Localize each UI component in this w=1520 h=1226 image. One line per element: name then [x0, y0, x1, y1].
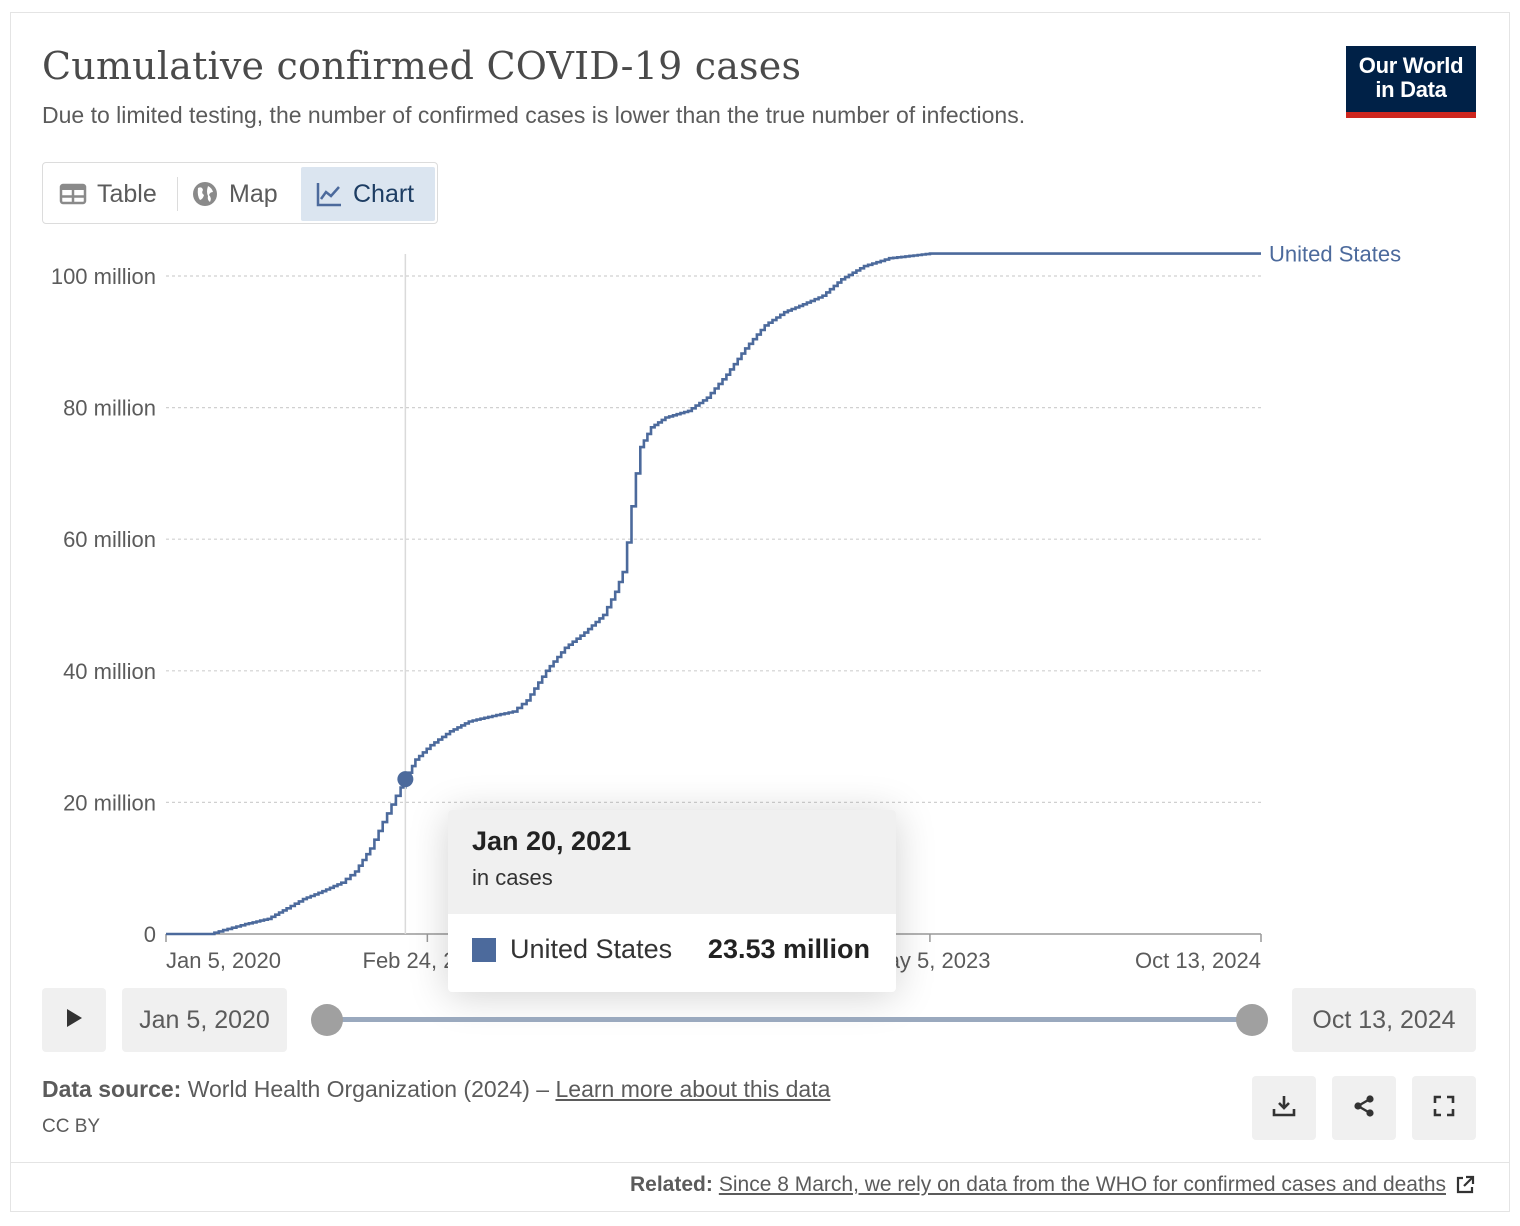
series-line	[166, 252, 1261, 936]
view-tabs: Table Map Chart	[42, 162, 438, 224]
tooltip-header: Jan 20, 2021 in cases	[448, 810, 896, 914]
share-icon	[1351, 1093, 1377, 1124]
chart-subtitle: Due to limited testing, the number of co…	[42, 102, 1026, 128]
timeline-track[interactable]	[326, 1017, 1252, 1022]
globe-icon	[191, 180, 219, 208]
learn-more-link[interactable]: Learn more about this data	[555, 1076, 831, 1102]
tooltip-series-name: United States	[510, 934, 673, 964]
y-tick-label: 40 million	[63, 659, 156, 684]
line-chart-icon	[315, 180, 343, 208]
tab-map-label: Map	[229, 179, 278, 208]
y-tick-label: 100 million	[51, 264, 156, 289]
gridlines	[166, 275, 1261, 804]
fullscreen-icon	[1432, 1094, 1456, 1123]
related-link[interactable]: Since 8 March, we rely on data from the …	[718, 1173, 1446, 1196]
source-label: Data source:	[42, 1076, 182, 1102]
table-icon	[59, 180, 87, 208]
tooltip-row: United States 23.53 million	[472, 934, 870, 965]
y-tick-label: 0	[144, 922, 156, 947]
line-chart[interactable]: 0 20 million 40 million 60 million 80 millio…	[0, 0, 1520, 1000]
license: CC BY	[42, 1116, 101, 1137]
x-tick-label: Oct 13, 2024	[1135, 948, 1261, 973]
y-tick-label: 60 million	[63, 527, 156, 552]
tab-chart-label: Chart	[353, 179, 415, 208]
y-axis-ticks: 0 20 million 40 million 60 million 80 millio…	[51, 264, 156, 947]
logo-line-2: in Data	[1375, 77, 1447, 102]
timeline-start-handle[interactable]	[311, 1004, 343, 1036]
x-tick-label: Jan 5, 2020	[166, 948, 281, 973]
timeline-end-date[interactable]: Oct 13, 2024	[1292, 988, 1476, 1052]
external-link-icon	[1454, 1174, 1476, 1196]
hover-point	[397, 771, 414, 788]
play-button[interactable]	[42, 988, 106, 1052]
tab-divider	[177, 177, 178, 211]
source-text: World Health Organization (2024) –	[181, 1076, 556, 1102]
share-button[interactable]	[1332, 1076, 1396, 1140]
timeline-end-handle[interactable]	[1236, 1004, 1268, 1036]
play-icon	[63, 1007, 85, 1034]
download-icon	[1271, 1093, 1297, 1124]
y-tick-label: 20 million	[63, 790, 156, 815]
series-end-label: United States	[1269, 242, 1401, 267]
y-tick-label: 80 million	[63, 396, 156, 421]
timeline-start-date[interactable]: Jan 5, 2020	[122, 988, 287, 1052]
tooltip-swatch	[472, 937, 496, 962]
related-label: Related:	[629, 1173, 713, 1196]
hover-layer	[397, 254, 414, 934]
footer-divider	[10, 1162, 1510, 1163]
owid-logo[interactable]: Our World in Data	[1346, 46, 1476, 118]
chart-title: Cumulative confirmed COVID-19 cases	[42, 44, 802, 88]
fullscreen-button[interactable]	[1412, 1076, 1476, 1140]
hover-tooltip: Jan 20, 2021 in cases United States 23.5…	[448, 810, 896, 992]
tooltip-unit: in cases	[472, 865, 553, 890]
related-link-row: Related: Since 8 March, we rely on data …	[630, 1173, 1476, 1197]
logo-line-1: Our World	[1358, 53, 1464, 78]
download-button[interactable]	[1252, 1076, 1316, 1140]
series-layer: United States	[166, 242, 1401, 936]
tab-chart[interactable]: Chart	[301, 167, 435, 221]
tooltip-date: Jan 20, 2021	[472, 826, 632, 856]
tab-table-label: Table	[97, 179, 157, 208]
tab-table[interactable]: Table	[59, 167, 183, 221]
tab-map[interactable]: Map	[191, 167, 297, 221]
tooltip-value: 23.53 million	[707, 934, 870, 964]
data-source: Data source: World Health Organization (…	[42, 1076, 830, 1103]
